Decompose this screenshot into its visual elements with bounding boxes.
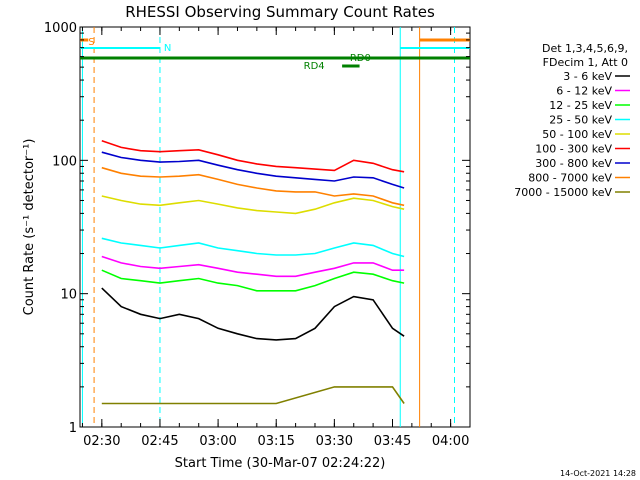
axis-layer: 02:30 02:45 03:00 03:15 03:30 03:45 04:00 1 10 10…	[44, 21, 471, 449]
legend-label: 12 - 25 keV	[549, 99, 612, 112]
x-tick-label: 02:45	[141, 434, 178, 449]
x-tick-label: 03:30	[316, 434, 353, 449]
y-tick-label: 1000	[44, 21, 77, 36]
x-tick-label: 02:30	[83, 434, 120, 449]
legend-label: 300 - 800 keV	[535, 157, 612, 170]
y-tick-label: 100	[52, 154, 77, 169]
chart-title: RHESSI Observing Summary Count Rates	[125, 3, 435, 21]
flag-label-rd0: RD0	[350, 53, 371, 64]
x-tick-label: 03:45	[374, 434, 411, 449]
flag-label-n: N	[164, 43, 171, 54]
x-tick-label: 03:15	[257, 434, 294, 449]
legend-label: 800 - 7000 keV	[528, 172, 612, 185]
legend-label: 7000 - 15000 keV	[514, 186, 612, 199]
series-line-4	[101, 195, 405, 215]
x-axis-label: Start Time (30-Mar-07 02:24:22)	[175, 456, 386, 471]
legend-header: FDecim 1, Att 0	[543, 56, 628, 69]
series-line-2	[101, 269, 405, 292]
series-line-3	[101, 237, 405, 258]
series-line-8	[101, 386, 405, 405]
plot-frame	[79, 26, 471, 428]
y-tick-label: 1	[69, 421, 77, 436]
timestamp: 14-Oct-2021 14:28	[560, 469, 636, 478]
series-line-5	[101, 140, 405, 173]
series-line-6	[101, 151, 405, 189]
series-line-7	[101, 166, 405, 207]
series-layer	[101, 140, 405, 405]
legend-label: 6 - 12 keV	[556, 85, 612, 98]
series-line-0	[101, 287, 405, 341]
x-tick-label: 03:00	[199, 434, 236, 449]
legend: Det 1,3,4,5,6,9,FDecim 1, Att 03 - 6 keV…	[514, 42, 630, 199]
legend-label: 25 - 50 keV	[549, 114, 612, 127]
series-line-1	[101, 255, 405, 278]
legend-label: 50 - 100 keV	[542, 128, 612, 141]
legend-label: 100 - 300 keV	[535, 143, 612, 156]
y-axis-label: Count Rate (s⁻¹ detector⁻¹)	[22, 139, 37, 316]
legend-label: 3 - 6 keV	[563, 70, 612, 83]
y-tick-label: 10	[60, 288, 77, 303]
x-tick-label: 04:00	[432, 434, 469, 449]
flag-label-s: S	[88, 37, 94, 48]
flags-layer: S N RD0 RD4	[80, 27, 470, 427]
flag-label-rd4: RD4	[304, 61, 325, 72]
legend-header: Det 1,3,4,5,6,9,	[542, 42, 628, 55]
